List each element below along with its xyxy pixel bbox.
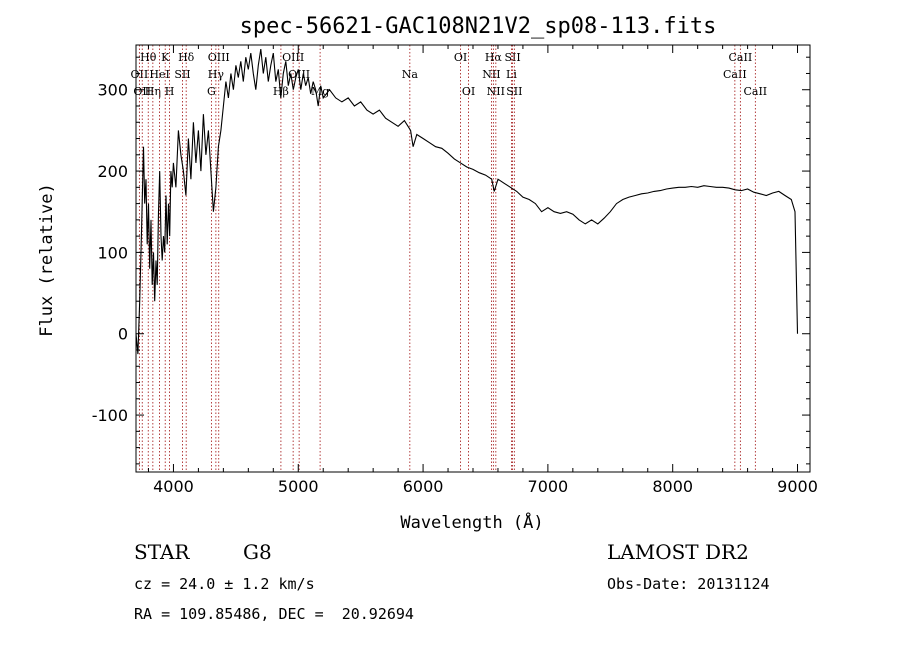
spectral-line-label: Hθ [140,51,157,64]
spectral-line-label: Hδ [178,51,195,64]
spectrum-line [135,49,799,355]
x-tick-label: 7000 [528,477,569,496]
coordinates: RA = 109.85486, DEC = 20.92694 [134,605,414,623]
spectral-line-label: SII [506,85,522,98]
spectral-line-label: OII [131,68,149,81]
y-tick-label: 0 [118,325,128,344]
axis-ticks: 4000 5000 6000 7000 8000 9000 -100 0 100 200 300 [92,45,818,496]
y-axis-label: Flux (relative) [37,183,57,337]
x-tick-label: 5000 [278,477,319,496]
spectral-line-label: OII [133,85,151,98]
spectral-line-label: OIII [208,51,230,64]
spectrum-chart: spec-56621-GAC108N21V2_sp08-113.fits OII… [37,14,818,533]
y-tick-label: 300 [97,81,128,100]
y-tick-label: 100 [97,243,128,262]
spectral-line-markers: OIIOIIHθHηHeIKHSIIHδGHγOIIIHβOIIIOIIIMgN… [131,45,767,472]
object-class: STAR [134,540,190,564]
object-subclass: G8 [243,540,272,564]
spectral-line-label: Li [506,68,517,81]
spectral-line-label: CaII [743,85,767,98]
chart-title: spec-56621-GAC108N21V2_sp08-113.fits [240,14,717,39]
spectral-line-label: Hγ [208,68,225,81]
spectral-line-label: OI [462,85,475,98]
spectral-line-label: HeI [149,68,169,81]
plot-frame [135,44,811,473]
x-tick-label: 4000 [153,477,194,496]
spectral-line-label: G [207,85,216,98]
spectral-line-label: OI [454,51,467,64]
x-tick-label: 8000 [652,477,693,496]
redshift-readout: cz = 24.0 ± 1.2 km/s [134,575,315,593]
spectral-line-label: OIII [282,51,304,64]
spectral-line-label: CaII [729,51,753,64]
spectral-line-label: H [165,85,175,98]
spectral-line-label: K [161,51,170,64]
spectral-line-label: Hα [485,51,503,64]
spectral-line-label: NII [482,68,500,81]
x-axis-label: Wavelength (Å) [400,511,543,533]
y-tick-label: 200 [97,162,128,181]
observation-date: Obs-Date: 20131124 [607,575,770,593]
x-tick-label: 6000 [403,477,444,496]
spectral-line-label: NII [487,85,505,98]
spectral-line-label: CaII [723,68,747,81]
x-tick-label: 9000 [777,477,818,496]
y-tick-label: -100 [92,406,128,425]
spectral-line-label: Na [402,68,419,81]
spectral-line-label: SII [504,51,520,64]
survey-name: LAMOST DR2 [607,540,749,564]
spectral-line-label: Hη [145,85,161,98]
spectral-line-label: SII [174,68,190,81]
